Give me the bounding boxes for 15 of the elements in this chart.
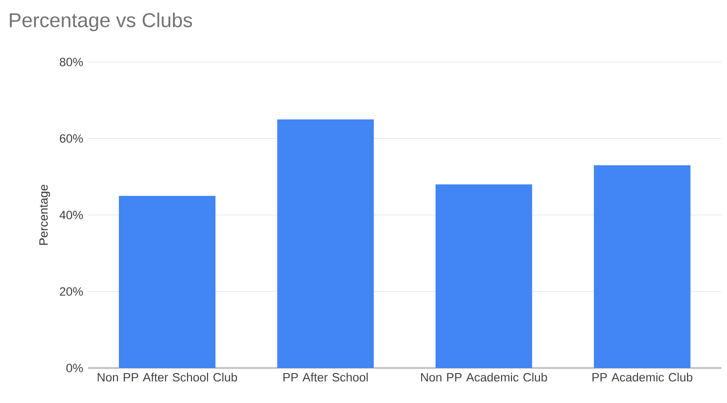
x-tick-label: PP Academic Club: [592, 372, 692, 382]
y-tick-label: 60%: [60, 134, 83, 143]
x-tick-label: Non PP After School Club: [98, 372, 238, 382]
y-tick-label: 20%: [60, 287, 83, 296]
y-tick-label: 80%: [60, 58, 83, 66]
bar: [118, 196, 216, 368]
y-tick-label: 0%: [66, 364, 83, 372]
bar: [436, 184, 532, 368]
y-tick-label: 40%: [60, 210, 83, 220]
x-tick-label: PP After School: [283, 372, 368, 382]
y-axis-title: Percentage: [39, 184, 50, 245]
x-tick-label: Non PP Academic Club: [421, 372, 547, 382]
bar: [594, 165, 690, 368]
chart-title: Percentage vs Clubs: [10, 12, 192, 32]
bar: [277, 119, 374, 368]
